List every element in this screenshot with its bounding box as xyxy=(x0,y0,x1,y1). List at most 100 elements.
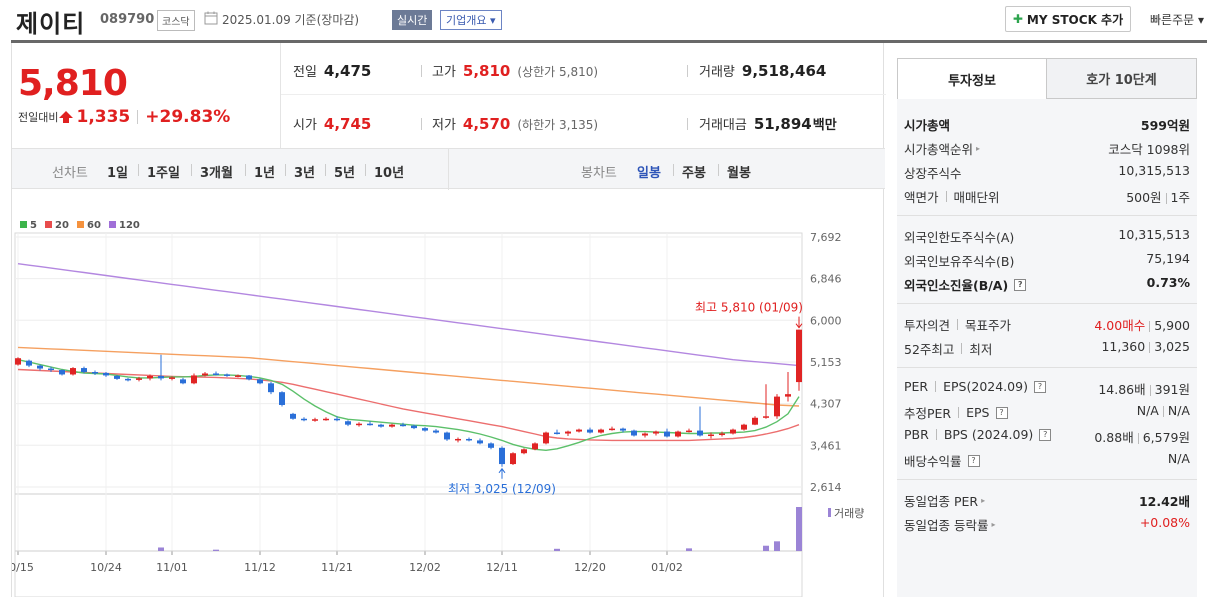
candle-body xyxy=(125,378,131,381)
candle-body xyxy=(730,429,736,434)
legend-swatch xyxy=(20,221,27,228)
period-5y[interactable]: 5년 xyxy=(334,166,356,181)
candle-body xyxy=(114,375,120,379)
info-key: 외국인보유주식수(B) xyxy=(904,254,1015,269)
current-price-box: 5,810 전일대비 1,335 +29.83% xyxy=(12,43,280,148)
help-icon[interactable]: ? xyxy=(1039,428,1052,441)
mystock-add-button[interactable]: ✚ MY STOCK 추가 xyxy=(1005,6,1131,32)
stat-separator xyxy=(421,118,422,130)
candle-body xyxy=(367,423,373,426)
info-value: 0.73% xyxy=(1146,275,1190,290)
y-tick-label: 5,153 xyxy=(810,356,842,369)
candle-body xyxy=(389,424,395,427)
candle-body xyxy=(48,368,54,371)
info-tabs: 투자정보 호가 10단계 xyxy=(897,58,1197,99)
caret-icon: ▸ xyxy=(981,496,986,505)
candle-body xyxy=(741,424,747,430)
price-chart[interactable]: 7,692 6,846 6,000 5,153 4,307 3,461 2,614 10/15… xyxy=(12,191,885,597)
tab-investment-info[interactable]: 투자정보 xyxy=(897,58,1047,99)
volume-bar xyxy=(686,548,692,551)
info-value: +0.08% xyxy=(1139,515,1190,530)
candle-daily[interactable]: 일봉 xyxy=(637,166,661,181)
info-value: N/A N/A xyxy=(1136,403,1190,418)
quick-order-dropdown[interactable]: 빠른주문 ▾ xyxy=(1150,13,1204,27)
candle-body xyxy=(675,431,681,437)
candle-body xyxy=(477,440,483,444)
info-value: 0.88배 6,579원 xyxy=(1094,430,1190,445)
info-value: 500원 1주 xyxy=(1126,190,1190,205)
plus-icon: ✚ xyxy=(1012,12,1023,26)
period-sep xyxy=(673,164,674,176)
info-row: 외국인한도주식수(A) 10,315,513 xyxy=(904,223,1190,247)
candle-body xyxy=(708,434,714,437)
info-row: PBR BPS (2024.09)? 0.88배 6,579원 xyxy=(904,423,1190,447)
info-row: 투자의견 목표주가 4.00매수 5,900 xyxy=(904,311,1190,335)
candle-body xyxy=(301,418,307,421)
info-row: 동일업종 등락률 ▸ +0.08% xyxy=(904,511,1190,535)
candle-body xyxy=(510,453,516,465)
legend-label: 5 xyxy=(30,220,37,231)
volume-legend-swatch xyxy=(828,508,831,517)
candle-body xyxy=(246,375,252,380)
info-value: 코스닥 1098위 xyxy=(1108,142,1190,157)
volume: 거래량 9,518,464 xyxy=(699,62,827,80)
low-arrowhead xyxy=(498,467,506,474)
stat-separator xyxy=(687,118,688,130)
candle-body xyxy=(312,419,318,421)
help-icon[interactable]: ? xyxy=(995,406,1008,419)
realtime-button[interactable]: 실시간 xyxy=(392,10,433,30)
volume-bar xyxy=(158,547,164,551)
calendar-icon xyxy=(204,11,218,25)
info-key: 배당수익률? xyxy=(904,451,980,470)
legend-swatch xyxy=(77,221,84,228)
tab-orderbook[interactable]: 호가 10단계 xyxy=(1046,58,1197,99)
candle-body xyxy=(488,443,494,448)
y-tick-label: 6,000 xyxy=(810,314,842,327)
corp-overview-dropdown[interactable]: 기업개요 ▾ xyxy=(440,10,502,30)
period-10y[interactable]: 10년 xyxy=(374,166,405,181)
candle-body xyxy=(411,425,417,429)
help-icon[interactable]: ? xyxy=(1033,380,1046,393)
candle-body xyxy=(609,428,615,431)
line-chart-label: 선차트 xyxy=(52,166,88,181)
candle-body xyxy=(290,413,296,419)
open-price: 시가 4,745 xyxy=(293,115,372,133)
legend-label: 20 xyxy=(55,220,69,231)
candle-body xyxy=(400,424,406,427)
help-icon[interactable]: ? xyxy=(967,454,980,467)
info-key: 외국인한도주식수(A) xyxy=(904,230,1015,245)
period-3m[interactable]: 3개월 xyxy=(200,166,233,181)
info-value: N/A xyxy=(1167,451,1190,466)
candle-monthly[interactable]: 월봉 xyxy=(727,166,751,181)
x-tick-label: 12/11 xyxy=(486,561,518,574)
high-arrowhead xyxy=(795,323,803,329)
current-price: 5,810 xyxy=(18,63,128,104)
candle-body xyxy=(213,373,219,375)
period-3y[interactable]: 3년 xyxy=(294,166,316,181)
period-1d[interactable]: 1일 xyxy=(107,166,129,181)
stat-separator xyxy=(687,65,688,77)
candle-body xyxy=(103,372,109,376)
stats-row-2: 시가 4,745 저가 4,570 (하한가 3,135) 거래대금 51,89… xyxy=(281,96,886,148)
candle-body xyxy=(378,424,384,427)
info-row: 상장주식수 10,315,513 xyxy=(904,159,1190,183)
caret-icon: ▸ xyxy=(976,144,981,153)
change-row: 전일대비 1,335 +29.83% xyxy=(18,107,230,127)
info-group-separator xyxy=(897,303,1197,304)
legend-label: 60 xyxy=(87,220,101,231)
price-chart-panel: 5,810 전일대비 1,335 +29.83% 전일 4,475 고가 5,8… xyxy=(11,43,886,597)
period-bar: 선차트 1일 1주일 3개월 1년 3년 5년 10년 봉차트 일봉 주봉 월봉 xyxy=(12,148,885,190)
stat-separator xyxy=(421,65,422,77)
candle-weekly[interactable]: 주봉 xyxy=(682,166,706,181)
candle-body xyxy=(554,432,560,435)
ma60-line xyxy=(17,346,800,407)
volume-bar xyxy=(554,548,560,551)
candle-body xyxy=(433,430,439,433)
info-key: PER EPS(2024.09)? xyxy=(904,379,1046,394)
help-icon[interactable]: ? xyxy=(1014,278,1027,291)
candle-body xyxy=(15,358,21,365)
info-value: 4.00매수 5,900 xyxy=(1094,318,1190,333)
info-key: 상장주식수 xyxy=(904,166,962,181)
period-1w[interactable]: 1주일 xyxy=(147,166,180,181)
period-1y[interactable]: 1년 xyxy=(254,166,276,181)
